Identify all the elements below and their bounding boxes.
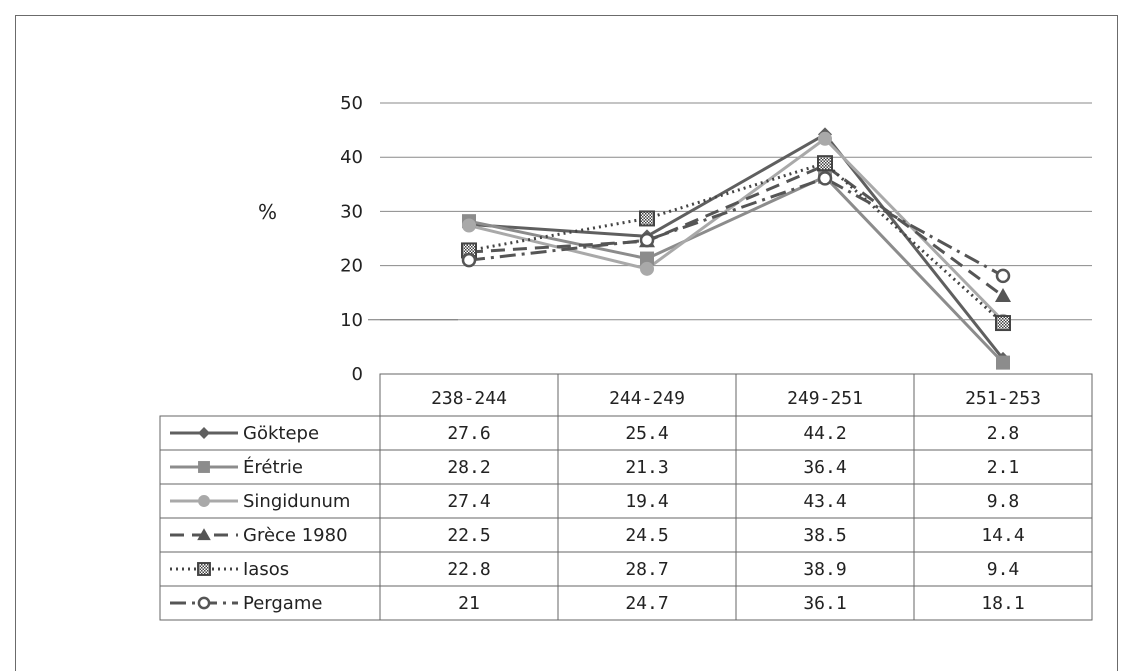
data-point-iasos	[639, 210, 655, 227]
table-value-pergame: 24.7	[625, 593, 668, 614]
table-value-grece-1980: 14.4	[981, 525, 1024, 546]
data-point-iasos	[995, 315, 1011, 332]
table-value-grece-1980: 24.5	[625, 525, 668, 546]
table-value-singidunum: 43.4	[803, 491, 846, 512]
table-value-goktepe: 2.8	[987, 423, 1020, 444]
data-point-pergame	[639, 232, 655, 248]
legend-label-grece-1980: Grèce 1980	[243, 525, 348, 546]
legend-marker-singidunum	[198, 495, 210, 507]
y-axis-label: %	[258, 200, 277, 224]
data-point-pergame	[461, 252, 477, 268]
legend-label-eretrie: Érétrie	[243, 456, 303, 478]
table-value-grece-1980: 22.5	[447, 525, 490, 546]
series-line-eretrie	[468, 175, 1005, 364]
y-tick-label: 40	[340, 147, 363, 168]
data-point-singidunum	[640, 261, 654, 276]
table-value-iasos: 22.8	[447, 559, 490, 580]
x-category-label: 244-249	[609, 388, 685, 409]
table-value-eretrie: 28.2	[447, 457, 490, 478]
chart-frame	[15, 15, 1118, 671]
table-value-eretrie: 21.3	[625, 457, 668, 478]
data-point-singidunum	[818, 131, 832, 146]
series-line-pergame	[468, 176, 1004, 278]
table-value-iasos: 9.4	[987, 559, 1020, 580]
series-line-iasos	[468, 161, 1005, 325]
table-value-iasos: 38.9	[803, 559, 846, 580]
data-point-pergame	[817, 171, 833, 186]
data-point-eretrie	[640, 251, 654, 266]
table-value-goktepe: 27.6	[447, 423, 490, 444]
data-point-pergame	[995, 268, 1011, 284]
legend-marker-eretrie	[198, 461, 210, 473]
table-value-iasos: 28.7	[625, 559, 668, 580]
legend-label-goktepe: Göktepe	[243, 423, 319, 444]
x-category-label: 249-251	[787, 388, 863, 409]
series-line-grece-1980	[468, 163, 1004, 298]
legend-marker-pergame	[197, 596, 211, 610]
legend-marker-grece-1980	[197, 528, 211, 541]
table-value-singidunum: 27.4	[447, 491, 490, 512]
legend-label-pergame: Pergame	[243, 593, 322, 614]
y-tick-label: 10	[340, 310, 363, 331]
table-value-goktepe: 25.4	[625, 423, 668, 444]
legend-label-iasos: Iasos	[243, 559, 289, 580]
data-point-singidunum	[462, 218, 476, 233]
data-point-grece-1980	[995, 287, 1011, 302]
data-point-eretrie	[996, 355, 1010, 370]
legend-marker-iasos	[197, 562, 211, 576]
legend-marker-goktepe	[198, 427, 210, 439]
legend-label-singidunum: Singidunum	[243, 491, 350, 512]
x-category-label: 251-253	[965, 388, 1041, 409]
table-value-singidunum: 19.4	[625, 491, 668, 512]
series-line-goktepe	[468, 132, 1005, 360]
y-tick-label: 30	[340, 201, 363, 222]
x-category-label: 238-244	[431, 388, 507, 409]
table-value-goktepe: 44.2	[803, 423, 846, 444]
table-value-pergame: 21	[458, 593, 480, 614]
table-value-singidunum: 9.8	[987, 491, 1020, 512]
table-value-pergame: 36.1	[803, 593, 846, 614]
table-value-eretrie: 36.4	[803, 457, 846, 478]
table-value-pergame: 18.1	[981, 593, 1024, 614]
y-tick-label: 20	[340, 256, 363, 277]
y-tick-label: 0	[352, 364, 363, 385]
table-value-eretrie: 2.1	[987, 457, 1020, 478]
y-tick-label: 50	[340, 93, 363, 114]
data-point-iasos	[817, 155, 833, 172]
table-value-grece-1980: 38.5	[803, 525, 846, 546]
